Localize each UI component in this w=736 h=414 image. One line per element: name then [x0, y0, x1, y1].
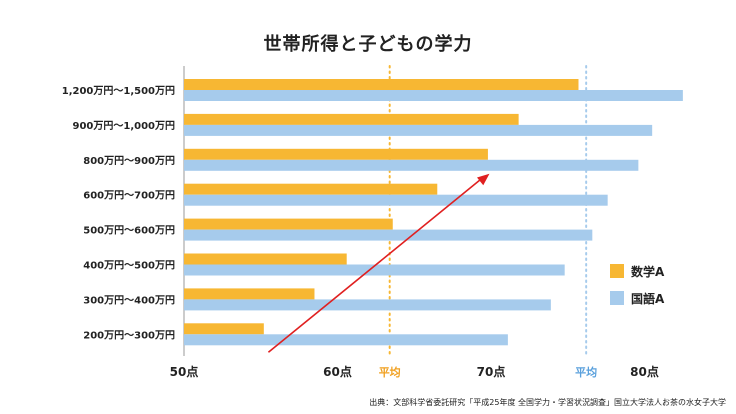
- category-label: 900万円〜1,000万円: [72, 120, 175, 132]
- category-label: 200万円〜300万円: [83, 329, 175, 341]
- bar-math-0: [184, 79, 579, 90]
- chart-title: 世帯所得と子どもの学力: [263, 34, 473, 55]
- category-label: 1,200万円〜1,500万円: [62, 85, 175, 97]
- bar-math-5: [184, 253, 347, 265]
- x-tick-label: 70点: [477, 364, 506, 379]
- category-label: 400万円〜500万円: [83, 260, 175, 272]
- bar-japanese-6: [184, 299, 551, 311]
- x-tick-label: 80点: [630, 364, 659, 379]
- trend-arrow-line: [267, 178, 482, 353]
- legend-swatch-japanese: [610, 291, 624, 305]
- bar-math-1: [184, 113, 519, 125]
- bar-japanese-0: [184, 90, 683, 101]
- bar-math-4: [184, 218, 393, 230]
- bar-math-6: [184, 288, 315, 300]
- x-tick-label: 50点: [170, 364, 199, 379]
- bar-japanese-4: [184, 229, 593, 241]
- bar-math-2: [184, 148, 488, 160]
- legend-label-math: 数学A: [631, 264, 665, 279]
- legend-swatch-math: [610, 264, 624, 278]
- trend-arrow-head: [476, 173, 490, 186]
- category-label: 500万円〜600万円: [83, 225, 175, 237]
- legend-label-japanese: 国語A: [631, 291, 665, 306]
- x-tick-label: 60点: [323, 364, 352, 379]
- bar-japanese-1: [184, 124, 653, 136]
- source-note: 出典：文部科学省委託研究「平成25年度 全国学力・学習状況調査」国立大学法人お茶…: [369, 398, 726, 407]
- bar-japanese-7: [184, 334, 508, 346]
- average-label-japanese: 平均: [575, 365, 597, 379]
- category-label: 800万円〜900万円: [83, 155, 175, 167]
- bar-japanese-3: [184, 194, 608, 206]
- category-label: 300万円〜400万円: [83, 294, 175, 306]
- bar-japanese-5: [184, 264, 565, 276]
- average-label-math: 平均: [379, 365, 401, 379]
- bar-math-3: [184, 183, 438, 195]
- bar-japanese-2: [184, 159, 639, 171]
- bar-math-7: [184, 323, 264, 335]
- category-label: 600万円〜700万円: [83, 190, 175, 202]
